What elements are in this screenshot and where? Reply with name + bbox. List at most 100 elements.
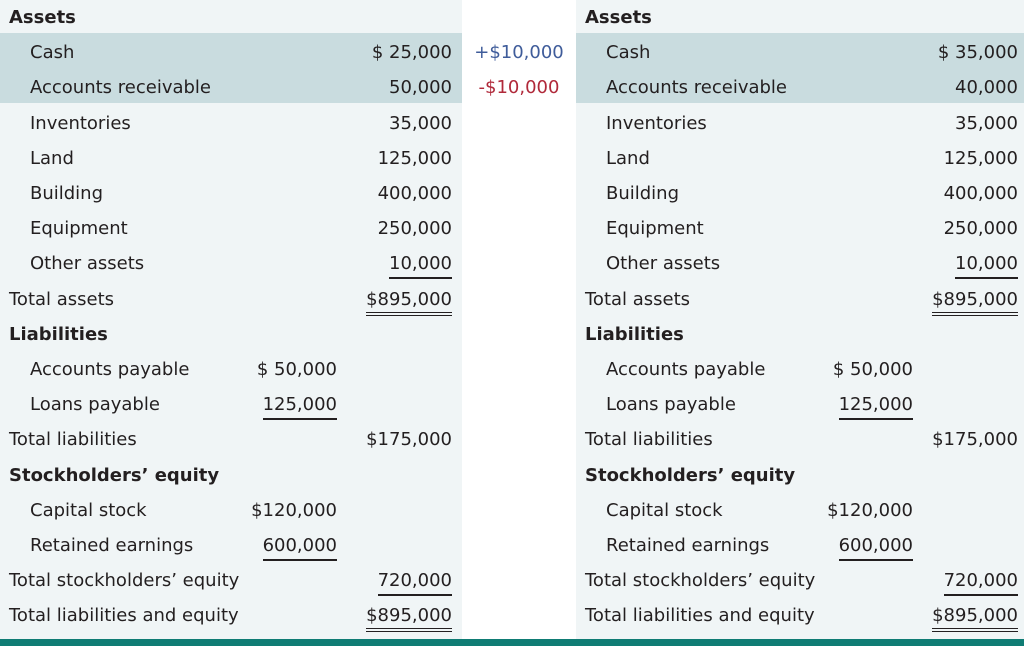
line-item-label: Accounts receivable [30,77,212,99]
table-row: Building 400,000 [576,176,1024,211]
table-row: Assets [576,0,1024,35]
line-item-label: Other assets [606,253,721,275]
line-item-label: Accounts payable [30,359,190,380]
line-item-label: Retained earnings [30,535,194,556]
decrease-annotation: -$10,000 [478,77,560,99]
amount-cell: 720,000 [377,563,453,598]
amount-cell: 250,000 [377,218,452,240]
table-row: Cash $ 25,000 [0,35,462,70]
amount-cell: $895,000 [366,598,452,633]
line-item-label: Total liabilities and equity [585,605,815,627]
section-heading: Stockholders’ equity [9,464,220,486]
amount-cell: $895,000 [366,282,452,317]
table-row: Liabilities [576,317,1024,352]
amount-cell: $895,000 [932,282,1018,317]
table-row: Stockholders’ equity [0,458,462,493]
amount-cell: 50,000 [389,77,452,99]
table-row: Inventories 35,000 [576,106,1024,141]
amount-cell: $175,000 [366,429,452,451]
amount-cell: $ 50,000 [832,359,913,380]
table-row: Total liabilities $175,000 [576,422,1024,457]
table-row: Loans payable 125,000 [0,387,462,422]
line-item-label: Loans payable [30,394,160,416]
balance-sheet-before: Assets Cash $ 25,000 Accounts receivable 50,… [0,0,462,646]
line-item-label: Total assets [585,288,691,310]
line-item-label: Loans payable [606,394,736,416]
line-item-label: Total liabilities [9,429,137,451]
amount-cell: 720,000 [943,563,1019,598]
line-item-label: Capital stock [606,499,723,521]
amount-cell: 400,000 [943,183,1018,204]
amount-cell: 35,000 [955,112,1018,134]
table-row: Accounts receivable 50,000 [0,70,462,105]
table-row: Accounts payable $ 50,000 [576,352,1024,387]
amount-cell: 10,000 [955,246,1018,281]
line-item-label: Total assets [9,288,115,310]
amount-cell: 600,000 [838,528,914,563]
amount-cell: 125,000 [377,147,452,169]
section-heading: Assets [9,7,76,28]
table-row: Liabilities [0,317,462,352]
line-item-label: Land [30,147,74,169]
line-item-label: Other assets [30,253,145,275]
table-row: Accounts payable $ 50,000 [0,352,462,387]
amount-cell: 125,000 [943,147,1018,169]
table-row: Cash $ 35,000 [576,35,1024,70]
amount-cell: $120,000 [827,499,913,521]
amount-cell: $ 50,000 [256,359,337,380]
table-row: Assets [0,0,462,35]
table-row: Total stockholders’ equity 720,000 [0,563,462,598]
amount-cell: 125,000 [262,387,338,422]
amount-cell: $ 35,000 [937,42,1018,64]
footer-accent-bar [0,639,1024,646]
line-item-label: Equipment [606,218,704,240]
line-item-label: Building [30,183,104,204]
table-row: Other assets 10,000 [0,246,462,281]
table-row: Accounts receivable 40,000 [576,70,1024,105]
table-row: Total liabilities and equity $895,000 [576,598,1024,633]
line-item-label: Equipment [30,218,128,240]
table-row: Total stockholders’ equity 720,000 [576,563,1024,598]
table-row: Total assets $895,000 [0,282,462,317]
balance-sheet-after: Assets Cash $ 35,000 Accounts receivable 40,… [576,0,1024,646]
amount-cell: 600,000 [262,528,338,563]
table-row: Retained earnings 600,000 [576,528,1024,563]
line-item-label: Accounts receivable [606,77,788,99]
line-item-label: Cash [30,42,75,64]
table-row: Other assets 10,000 [576,246,1024,281]
table-row: Building 400,000 [0,176,462,211]
amount-cell: 400,000 [377,183,452,204]
highlight-band [0,33,462,103]
line-item-label: Total stockholders’ equity [585,570,816,592]
table-row: Inventories 35,000 [0,106,462,141]
table-row: Equipment 250,000 [576,211,1024,246]
table-row: Loans payable 125,000 [576,387,1024,422]
amount-cell: 10,000 [389,246,452,281]
amount-cell: $120,000 [251,499,337,521]
line-item-label: Retained earnings [606,535,770,556]
line-item-label: Total liabilities [585,429,713,451]
table-row: Equipment 250,000 [0,211,462,246]
line-item-label: Cash [606,42,651,64]
highlight-band [576,33,1024,103]
section-heading: Assets [585,7,652,28]
section-heading: Stockholders’ equity [585,464,796,486]
line-item-label: Land [606,147,650,169]
amount-cell: 40,000 [955,77,1018,99]
line-item-label: Accounts payable [606,359,766,380]
table-row: Retained earnings 600,000 [0,528,462,563]
line-item-label: Inventories [30,112,131,134]
amount-cell: $175,000 [932,429,1018,451]
line-item-label: Building [606,183,680,204]
amount-cell: 35,000 [389,112,452,134]
amount-cell: $895,000 [932,598,1018,633]
table-row: Capital stock $120,000 [576,493,1024,528]
table-row: Total liabilities and equity $895,000 [0,598,462,633]
table-row: Stockholders’ equity [576,458,1024,493]
line-item-label: Inventories [606,112,707,134]
line-item-label: Capital stock [30,499,147,521]
section-heading: Liabilities [585,323,684,345]
table-row: Land 125,000 [0,141,462,176]
section-heading: Liabilities [9,323,108,345]
amount-cell: 250,000 [943,218,1018,240]
